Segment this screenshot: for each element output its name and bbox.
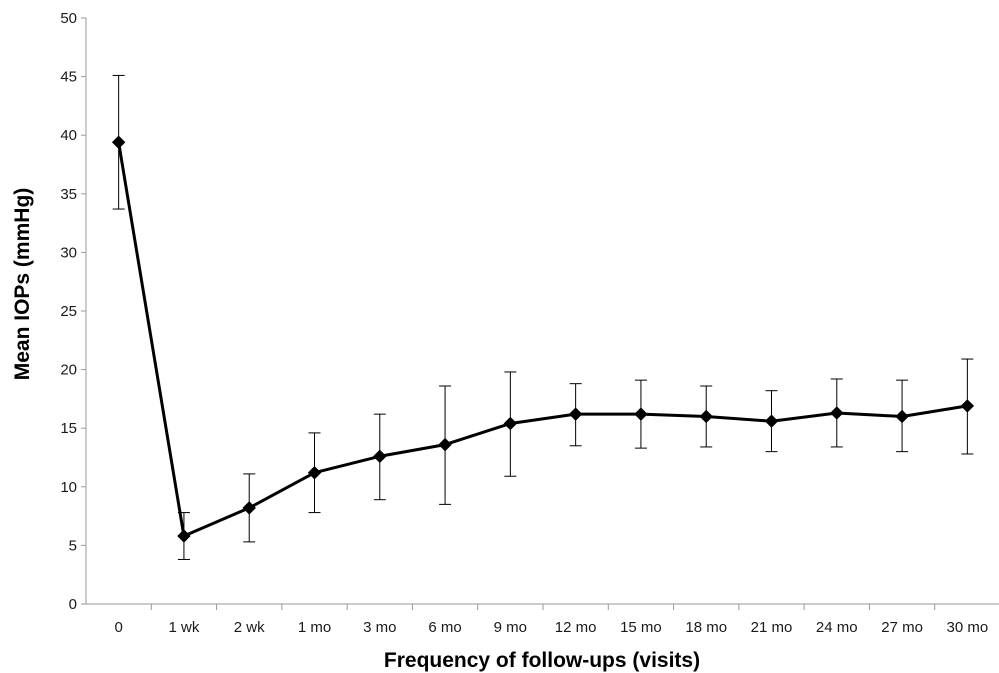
x-tick-label: 30 mo bbox=[947, 619, 989, 636]
axes bbox=[81, 17, 999, 610]
y-axis-title: Mean IOPs (mmHg) bbox=[11, 188, 34, 381]
data-point bbox=[111, 135, 126, 149]
x-tick-label: 0 bbox=[114, 619, 122, 636]
x-tick-label: 21 mo bbox=[751, 619, 793, 636]
error-bars bbox=[112, 74, 974, 560]
data-point bbox=[699, 409, 713, 424]
data-point bbox=[568, 407, 583, 421]
data-point bbox=[242, 501, 256, 515]
y-tick-label: 40 bbox=[60, 127, 77, 144]
y-tick-label: 5 bbox=[69, 537, 77, 554]
data-point bbox=[960, 399, 975, 413]
y-tick-label: 25 bbox=[60, 303, 77, 320]
x-tick-label: 24 mo bbox=[816, 619, 858, 636]
x-tick-label: 27 mo bbox=[881, 619, 923, 636]
y-tick-label: 20 bbox=[60, 362, 77, 379]
x-axis-title: Frequency of follow-ups (visits) bbox=[384, 649, 700, 672]
x-tick-label: 15 mo bbox=[620, 619, 662, 636]
data-point bbox=[830, 406, 844, 420]
y-tick-label: 35 bbox=[60, 186, 77, 203]
x-tick-label: 1 wk bbox=[169, 619, 200, 636]
x-tick-label: 12 mo bbox=[555, 619, 597, 636]
y-tick-label: 10 bbox=[60, 479, 77, 496]
y-tick-label: 30 bbox=[60, 244, 77, 261]
series-line bbox=[117, 141, 968, 538]
tick-labels: 0 5 10 15 20 25 30 35 40 45 50 0 1 wk 2 wk 1 mo 3 mo 6 m… bbox=[60, 10, 988, 636]
data-markers bbox=[111, 135, 975, 543]
y-tick-label: 15 bbox=[60, 420, 77, 437]
series-line-group bbox=[117, 141, 968, 538]
data-point bbox=[307, 466, 322, 480]
data-point bbox=[503, 416, 518, 431]
x-tick-label: 6 mo bbox=[428, 619, 461, 636]
data-point bbox=[177, 529, 191, 543]
x-tick-label: 9 mo bbox=[494, 619, 527, 636]
data-point bbox=[764, 414, 779, 428]
y-tick-label: 50 bbox=[60, 10, 77, 27]
y-tick-label: 45 bbox=[60, 69, 77, 86]
x-tick-label: 2 wk bbox=[234, 619, 265, 636]
data-point bbox=[373, 449, 387, 464]
y-tick-label: 0 bbox=[69, 596, 77, 613]
x-tick-label: 18 mo bbox=[685, 619, 727, 636]
data-point bbox=[438, 437, 452, 452]
x-tick-label: 3 mo bbox=[363, 619, 396, 636]
data-point bbox=[895, 409, 909, 424]
data-point bbox=[634, 407, 648, 421]
x-tick-label: 1 mo bbox=[298, 619, 331, 636]
